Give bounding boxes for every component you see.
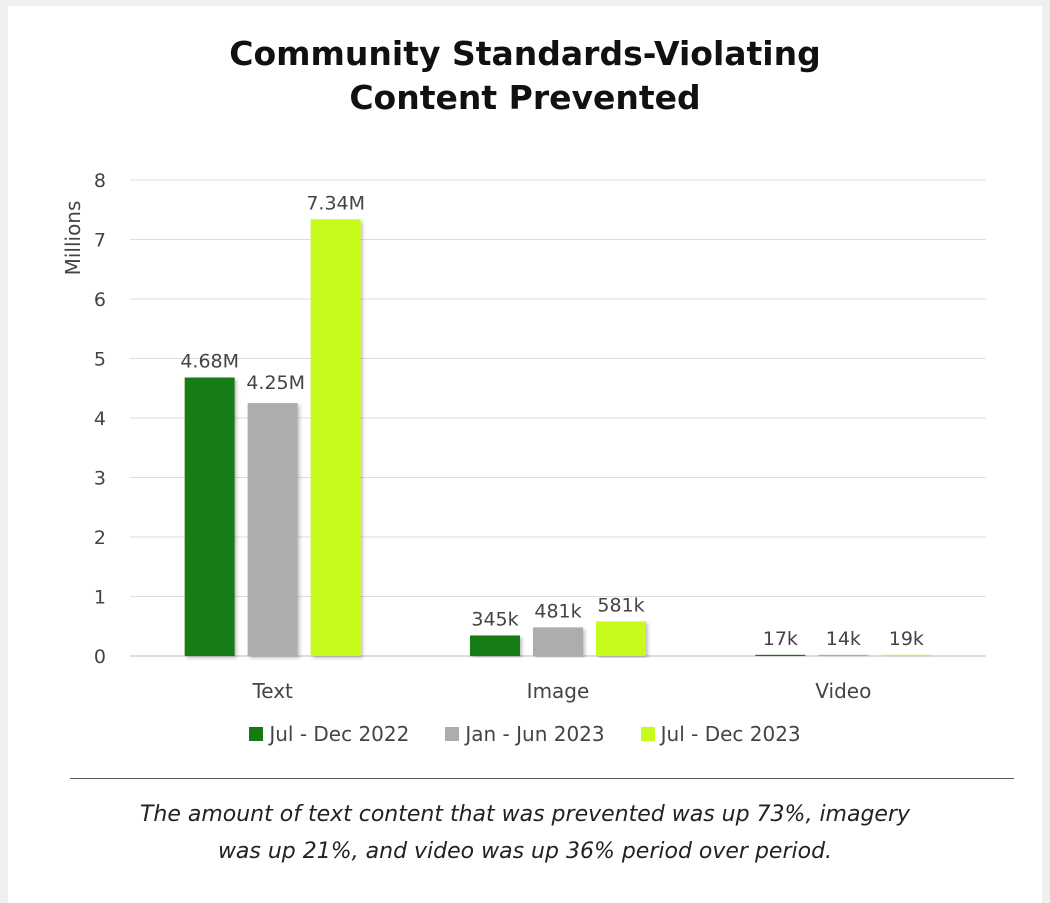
y-tick-label-0: 0 (94, 646, 106, 668)
bar-text-series-1 (184, 377, 235, 656)
data-label-image-series-1: 345k (471, 608, 518, 630)
data-label-video-series-2: 14k (826, 628, 861, 650)
data-label-text-series-1: 4.68M (180, 351, 239, 373)
bar-video-series-3 (881, 654, 932, 656)
y-tick-label-5: 5 (94, 349, 106, 371)
y-tick-label-6: 6 (94, 289, 106, 311)
legend-swatch-jan-jun-2023 (445, 727, 460, 741)
data-label-text-series-3: 7.34M (306, 192, 365, 214)
chart-caption: The amount of text content that was prev… (68, 796, 982, 870)
bar-image-series-3 (596, 621, 646, 656)
bar-image-series-2 (533, 627, 583, 656)
legend-label-jul-dec-2022: Jul - Dec 2022 (269, 722, 410, 746)
data-label-text-series-2: 4.25M (246, 372, 305, 394)
y-axis-label: Millions (61, 201, 85, 276)
data-label-video-series-1: 17k (763, 628, 798, 650)
data-label-image-series-2: 481k (534, 600, 581, 622)
y-tick-label-4: 4 (94, 408, 106, 430)
bar-image-series-1 (470, 635, 520, 656)
chart-title-line-2: Content Prevented (349, 78, 701, 117)
bar-text-series-2 (247, 403, 298, 656)
bar-chart: 0 1 2 3 4 5 6 7 8 Millions 4.68M 4.25M 7.34M Text 345k… (61, 170, 986, 703)
legend-item-jul-dec-2022[interactable]: Jul - Dec 2022 (249, 722, 409, 746)
chart-card: Community Standards-Violating Content Pr… (8, 6, 1042, 903)
x-tick-label-video: Video (815, 679, 871, 703)
x-tick-label-text: Text (251, 679, 293, 703)
legend-label-jan-jun-2023: Jan - Jun 2023 (465, 722, 605, 746)
caption-line-1: The amount of text content that was prev… (139, 802, 911, 827)
chart-legend: Jul - Dec 2022 Jan - Jun 2023 Jul - Dec … (8, 722, 1042, 746)
y-tick-label-7: 7 (94, 230, 106, 252)
y-tick-label-2: 2 (94, 527, 106, 549)
caption-line-2: was up 21%, and video was up 36% period … (217, 839, 833, 864)
bar-video-series-2 (818, 654, 869, 656)
bar-video-series-1 (755, 654, 806, 656)
chart-title-line-1: Community Standards-Violating (229, 34, 821, 73)
legend-swatch-jul-dec-2023 (640, 727, 655, 741)
legend-label-jul-dec-2023: Jul - Dec 2023 (660, 722, 801, 746)
legend-item-jul-dec-2023[interactable]: Jul - Dec 2023 (640, 722, 801, 746)
caption-divider (70, 778, 1014, 779)
x-tick-label-image: Image (527, 679, 590, 703)
chart-title: Community Standards-Violating Content Pr… (8, 32, 1042, 120)
y-tick-label-8: 8 (94, 170, 106, 192)
legend-swatch-jul-dec-2022 (249, 727, 264, 741)
bar-text-series-3 (310, 219, 361, 656)
y-tick-label-3: 3 (94, 468, 106, 490)
y-tick-label-1: 1 (94, 587, 106, 609)
legend-item-jan-jun-2023[interactable]: Jan - Jun 2023 (445, 722, 605, 746)
data-label-video-series-3: 19k (889, 628, 924, 650)
data-label-image-series-3: 581k (597, 594, 644, 616)
